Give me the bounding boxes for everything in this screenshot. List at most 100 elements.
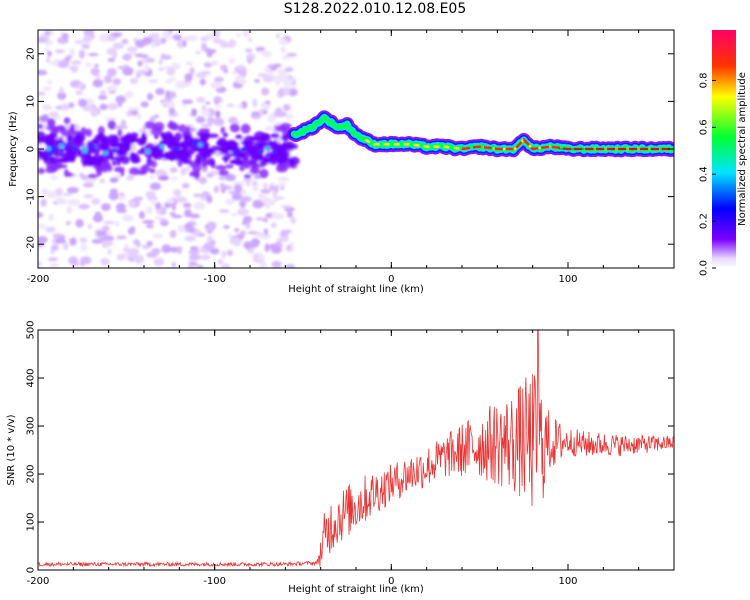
noise-blob (226, 103, 235, 108)
noise-blob (204, 147, 212, 156)
noise-blob (85, 62, 92, 68)
noise-blob (116, 158, 121, 166)
noise-blob (85, 128, 93, 137)
noise-blob (152, 233, 164, 239)
noise-blob (249, 166, 260, 175)
noise-blob (159, 218, 168, 223)
colorbar-tick-label: 0.4 (699, 166, 710, 182)
noise-blob (281, 205, 292, 209)
noise-spot (59, 148, 65, 153)
noise-blob (210, 145, 222, 152)
noise-blob (90, 108, 99, 118)
noise-blob (177, 141, 190, 148)
noise-blob (226, 139, 238, 150)
noise-blob (121, 214, 134, 222)
noise-blob (69, 48, 75, 57)
noise-blob (136, 137, 147, 146)
noise-blob (244, 142, 255, 152)
noise-blob (278, 38, 289, 46)
noise-blob (157, 175, 170, 181)
noise-blob (160, 54, 172, 60)
noise-blob (177, 224, 186, 233)
noise-blob (238, 152, 244, 158)
noise-blob (116, 253, 125, 261)
noise-blob (47, 257, 59, 262)
noise-blob (68, 126, 75, 137)
noise-blob (49, 263, 60, 268)
noise-blob (259, 155, 270, 166)
noise-blob (184, 235, 197, 242)
noise-blob (263, 182, 268, 190)
noise-blob (193, 201, 206, 211)
noise-blob (206, 116, 215, 125)
noise-blob (287, 88, 298, 97)
noise-blob (136, 149, 147, 155)
noise-blob (290, 84, 297, 89)
noise-blob (100, 136, 109, 146)
noise-blob (103, 74, 113, 84)
noise-blob (226, 249, 233, 257)
noise-blob (184, 136, 192, 141)
noise-blob (286, 244, 292, 252)
noise-blob (206, 51, 213, 58)
noise-spot (173, 146, 179, 151)
noise-blob (118, 196, 124, 201)
noise-blob (91, 198, 101, 205)
noise-blob (240, 195, 252, 203)
noise-blob (80, 256, 92, 265)
noise-blob (142, 36, 153, 45)
noise-spot (145, 149, 151, 154)
snr-axes: -200 -100 0 100 0 100 200 300 400 500 (26, 320, 675, 587)
noise-blob (271, 260, 282, 268)
noise-blob (174, 132, 182, 142)
noise-blob (240, 230, 247, 236)
noise-blob (149, 116, 156, 123)
noise-blob (109, 188, 118, 197)
snr-xlabel: Height of straight line (km) (288, 584, 424, 595)
noise-blob (241, 151, 250, 161)
noise-blob (231, 192, 243, 201)
noise-blob (185, 125, 191, 135)
noise-blob (168, 246, 180, 253)
noise-spot (103, 151, 109, 156)
noise-blob (281, 142, 289, 148)
noise-blob (60, 103, 70, 112)
noise-blob (120, 119, 127, 126)
noise-blob (154, 216, 164, 220)
noise-blob (203, 161, 210, 166)
noise-blob (171, 214, 183, 219)
noise-blob (126, 46, 138, 53)
noise-blob (290, 216, 297, 225)
x-tick-label: -200 (27, 274, 50, 285)
noise-blob (277, 176, 290, 182)
y-tick-label: 200 (26, 464, 37, 483)
noise-blob (283, 86, 291, 96)
noise-blob (275, 121, 280, 126)
noise-spot (50, 149, 56, 154)
noise-blob (218, 175, 227, 181)
noise-blob (44, 134, 54, 139)
noise-blob (77, 83, 85, 89)
noise-blob (277, 72, 289, 81)
noise-blob (188, 249, 200, 255)
noise-blob (79, 237, 88, 243)
noise-blob (289, 156, 295, 167)
noise-blob (265, 100, 271, 105)
noise-spot (257, 149, 263, 154)
noise-blob (38, 37, 48, 43)
noise-blob (262, 188, 271, 194)
noise-blob (191, 108, 197, 117)
noise-blob (253, 232, 263, 236)
noise-blob (242, 216, 253, 223)
noise-blob (50, 250, 55, 255)
heatmap-ridge (287, 110, 674, 158)
noise-blob (188, 265, 200, 268)
noise-blob (225, 173, 236, 182)
y-tick-label: -20 (26, 236, 37, 252)
noise-blob (84, 155, 94, 165)
noise-blob (231, 158, 243, 165)
noise-blob (219, 182, 225, 190)
noise-blob (112, 42, 124, 50)
